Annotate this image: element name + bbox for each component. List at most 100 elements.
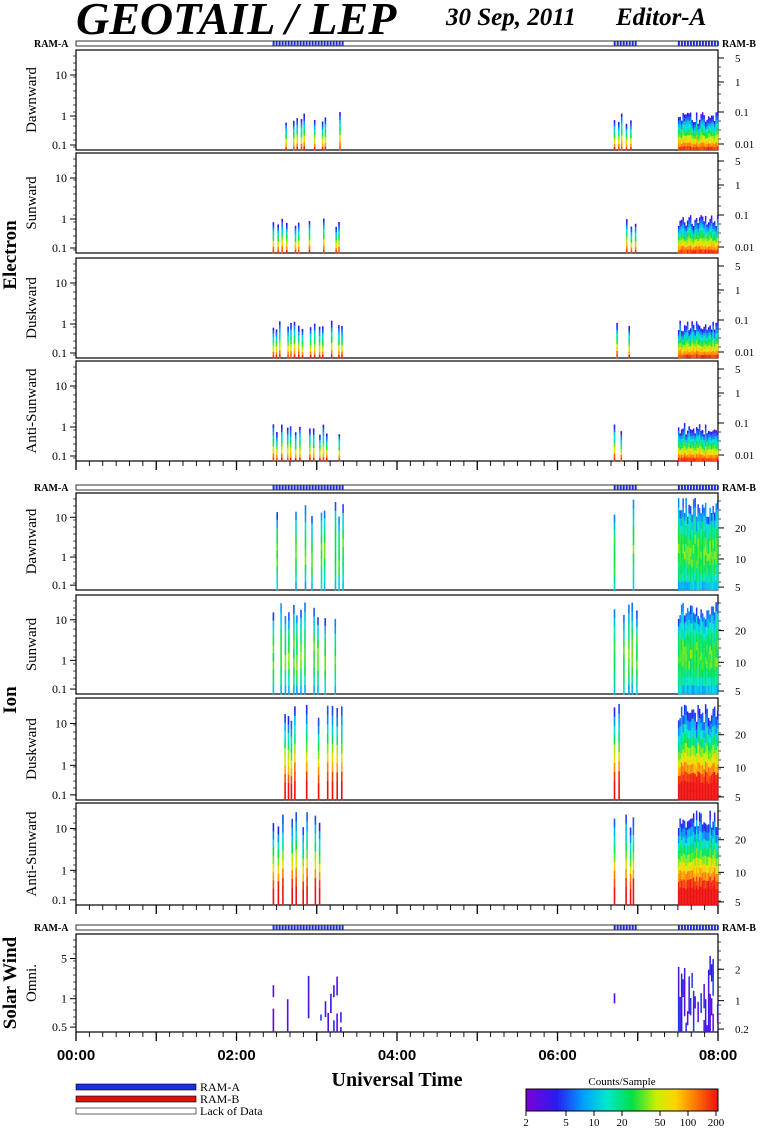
data-cell xyxy=(704,671,707,680)
data-cell xyxy=(636,677,638,686)
data-cell xyxy=(713,132,716,136)
data-cell xyxy=(334,554,337,564)
data-cell xyxy=(701,430,704,434)
data-cell xyxy=(324,140,327,144)
data-cell xyxy=(322,332,324,337)
data-cell xyxy=(695,560,698,569)
data-cell xyxy=(683,114,686,119)
data-cell xyxy=(695,440,698,445)
data-cell xyxy=(710,749,713,758)
data-cell xyxy=(716,237,719,242)
ram-a-mark xyxy=(281,41,284,46)
data-cell xyxy=(698,573,701,583)
data-cell xyxy=(613,643,616,652)
data-cell xyxy=(685,325,687,330)
data-cell xyxy=(682,217,684,221)
data-cell xyxy=(713,135,716,139)
data-cell xyxy=(300,660,302,669)
data-cell xyxy=(318,342,321,346)
data-cell xyxy=(679,853,681,862)
data-cell xyxy=(712,122,714,127)
data-cell xyxy=(677,231,680,235)
data-cell xyxy=(331,724,334,735)
data-cell xyxy=(686,135,689,140)
data-cell xyxy=(683,879,686,889)
data-cell xyxy=(683,146,686,151)
data-cell xyxy=(716,866,719,875)
data-cell xyxy=(326,724,329,735)
data-cell xyxy=(688,521,690,531)
data-cell xyxy=(682,879,684,889)
data-cell xyxy=(707,726,710,735)
data-cell xyxy=(691,567,693,576)
data-cell xyxy=(716,527,719,537)
data-cell xyxy=(697,247,699,251)
data-cell xyxy=(685,442,687,446)
data-cell xyxy=(279,336,281,340)
data-cell xyxy=(698,549,701,558)
data-cell xyxy=(715,131,717,136)
data-cell xyxy=(313,327,316,331)
data-cell xyxy=(704,130,707,134)
data-cell xyxy=(706,582,708,591)
legend-ram-b-label: RAM-B xyxy=(200,1092,239,1106)
data-cell xyxy=(703,722,705,731)
data-cell xyxy=(716,458,719,462)
data-cell xyxy=(694,646,696,655)
data-cell xyxy=(695,138,698,143)
data-cell xyxy=(333,985,335,998)
data-cell xyxy=(688,611,690,620)
data-cell xyxy=(272,1008,275,1021)
data-cell xyxy=(716,449,719,453)
data-cell xyxy=(317,670,319,679)
data-cell xyxy=(305,771,308,782)
data-cell xyxy=(706,790,708,801)
data-cell xyxy=(683,654,686,663)
data-cell xyxy=(313,625,315,634)
data-cell xyxy=(712,667,714,677)
data-cell xyxy=(692,499,695,509)
data-cell xyxy=(697,841,699,851)
data-cell xyxy=(701,131,704,136)
data-cell xyxy=(317,624,319,633)
ram-a-mark xyxy=(683,485,686,490)
data-cell xyxy=(683,132,686,137)
data-cell xyxy=(680,734,683,745)
ram-b-label: RAM-B xyxy=(722,923,756,934)
data-cell xyxy=(715,881,717,890)
data-cell xyxy=(680,141,683,145)
data-cell xyxy=(701,896,704,906)
ram-a-mark xyxy=(296,925,299,930)
data-cell xyxy=(679,734,681,744)
data-cell xyxy=(679,662,681,671)
data-cell xyxy=(689,870,692,880)
data-cell xyxy=(694,712,696,722)
data-cell xyxy=(685,437,687,440)
data-cell xyxy=(305,790,308,801)
data-cell xyxy=(298,335,300,339)
data-cell xyxy=(712,863,714,872)
data-cell xyxy=(698,125,701,130)
data-cell xyxy=(302,827,304,836)
data-cell xyxy=(683,837,686,847)
data-cell xyxy=(689,337,692,341)
data-cell xyxy=(340,1012,342,1018)
data-cell xyxy=(716,241,719,246)
data-cell xyxy=(682,242,684,247)
data-cell xyxy=(694,662,696,671)
data-cell xyxy=(625,886,627,897)
data-cell xyxy=(692,790,695,801)
data-cell xyxy=(341,715,343,726)
data-cell xyxy=(713,812,716,823)
data-cell xyxy=(698,830,701,841)
data-cell xyxy=(688,976,690,996)
data-cell xyxy=(312,438,315,442)
data-cell xyxy=(689,782,692,792)
data-cell xyxy=(704,664,707,672)
data-cell xyxy=(285,128,287,132)
data-cell xyxy=(679,320,681,325)
data-cell xyxy=(707,336,710,340)
data-cell xyxy=(700,551,702,560)
data-cell xyxy=(713,141,716,145)
data-cell xyxy=(680,631,683,641)
